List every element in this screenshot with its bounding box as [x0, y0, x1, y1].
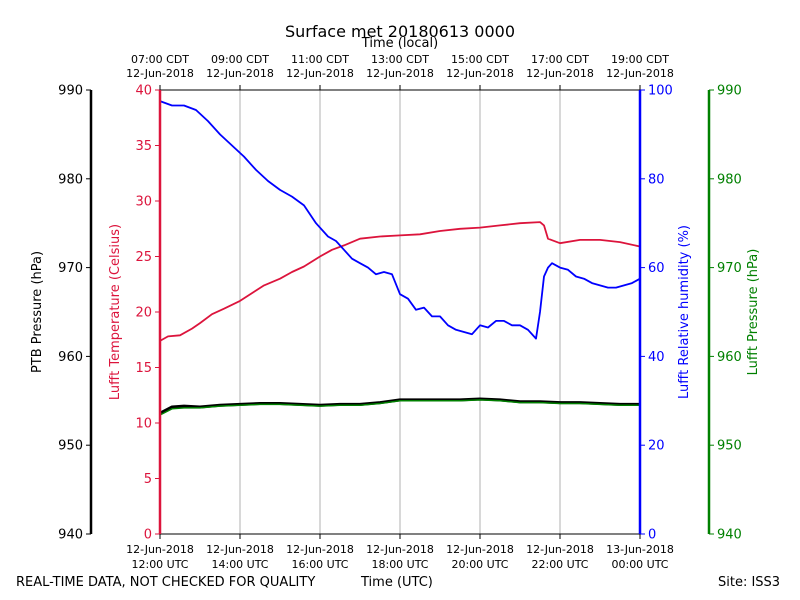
- axis-label-ptb: PTB Pressure (hPa): [30, 251, 45, 373]
- top-tick-time: 19:00 CDT: [611, 53, 669, 66]
- top-tick-date: 12-Jun-2018: [286, 67, 354, 80]
- top-tick-date: 12-Jun-2018: [366, 67, 434, 80]
- tick-label-ptb: 990: [58, 84, 83, 99]
- top-axis-label: Time (local): [361, 36, 438, 51]
- tick-label-temp: 20: [135, 306, 152, 321]
- tick-label-lufft_p: 970: [717, 261, 742, 276]
- x-tick-date: 12-Jun-2018: [206, 543, 274, 556]
- tick-label-rh: 60: [648, 261, 665, 276]
- site-label: Site: ISS3: [718, 575, 781, 590]
- tick-label-rh: 20: [648, 439, 665, 454]
- axis-label-rh: Lufft Relative humidity (%): [677, 225, 692, 399]
- tick-label-temp: 10: [135, 417, 152, 432]
- tick-label-temp: 25: [135, 250, 152, 265]
- top-tick-time: 09:00 CDT: [211, 53, 269, 66]
- chart-title: Surface met 20180613 0000: [285, 22, 515, 41]
- x-axis-label: Time (UTC): [361, 575, 433, 590]
- tick-label-temp: 40: [135, 84, 152, 99]
- x-tick-time: 20:00 UTC: [451, 558, 508, 571]
- x-tick-time: 18:00 UTC: [371, 558, 428, 571]
- x-tick-date: 13-Jun-2018: [606, 543, 674, 556]
- top-tick-date: 12-Jun-2018: [606, 67, 674, 80]
- tick-label-temp: 15: [135, 361, 152, 376]
- tick-label-ptb: 940: [58, 528, 83, 543]
- top-tick-date: 12-Jun-2018: [126, 67, 194, 80]
- top-tick-time: 07:00 CDT: [131, 53, 189, 66]
- x-tick-time: 12:00 UTC: [131, 558, 188, 571]
- quality-disclaimer: REAL-TIME DATA, NOT CHECKED FOR QUALITY: [16, 575, 316, 590]
- top-tick-time: 15:00 CDT: [451, 53, 509, 66]
- tick-label-rh: 0: [648, 528, 656, 543]
- top-tick-date: 12-Jun-2018: [446, 67, 514, 80]
- x-tick-date: 12-Jun-2018: [286, 543, 354, 556]
- series-line-temp: [159, 221, 641, 342]
- vertical-grid: [239, 90, 561, 534]
- x-tick-time: 14:00 UTC: [211, 558, 268, 571]
- top-tick-date: 12-Jun-2018: [526, 67, 594, 80]
- axis-label-lufft_p: Lufft Pressure (hPa): [746, 249, 761, 376]
- tick-label-lufft_p: 940: [717, 528, 742, 543]
- x-tick-date: 12-Jun-2018: [526, 543, 594, 556]
- tick-label-lufft_p: 960: [717, 350, 742, 365]
- top-tick-date: 12-Jun-2018: [206, 67, 274, 80]
- tick-label-temp: 30: [135, 195, 152, 210]
- x-tick-time: 00:00 UTC: [611, 558, 668, 571]
- tick-label-ptb: 970: [58, 261, 83, 276]
- tick-label-lufft_p: 950: [717, 439, 742, 454]
- tick-label-ptb: 980: [58, 172, 83, 187]
- series-line-ptb: [159, 397, 640, 415]
- tick-label-temp: 0: [144, 528, 152, 543]
- tick-label-rh: 100: [648, 84, 673, 99]
- tick-label-rh: 80: [648, 172, 665, 187]
- tick-label-temp: 5: [144, 472, 152, 487]
- tick-label-ptb: 960: [58, 350, 83, 365]
- chart-axes: [86, 85, 714, 539]
- tick-label-lufft_p: 980: [717, 172, 742, 187]
- x-tick-date: 12-Jun-2018: [366, 543, 434, 556]
- x-tick-date: 12-Jun-2018: [126, 543, 194, 556]
- x-tick-date: 12-Jun-2018: [446, 543, 514, 556]
- tick-labels: 940 950 960 970 980 990 PTB Pressure (hPa) 0 5 10…: [30, 53, 761, 571]
- top-tick-time: 11:00 CDT: [291, 53, 349, 66]
- data-series: [159, 100, 641, 416]
- x-tick-time: 16:00 UTC: [291, 558, 348, 571]
- axis-label-temp: Lufft Temperature (Celsius): [108, 224, 123, 400]
- series-line-rh: [159, 100, 641, 340]
- x-tick-time: 22:00 UTC: [531, 558, 588, 571]
- top-tick-time: 13:00 CDT: [371, 53, 429, 66]
- top-tick-time: 17:00 CDT: [531, 53, 589, 66]
- tick-label-rh: 40: [648, 350, 665, 365]
- series-line-lufft_p: [159, 399, 640, 416]
- tick-label-ptb: 950: [58, 439, 83, 454]
- tick-label-lufft_p: 990: [717, 84, 742, 99]
- tick-label-temp: 35: [135, 139, 152, 154]
